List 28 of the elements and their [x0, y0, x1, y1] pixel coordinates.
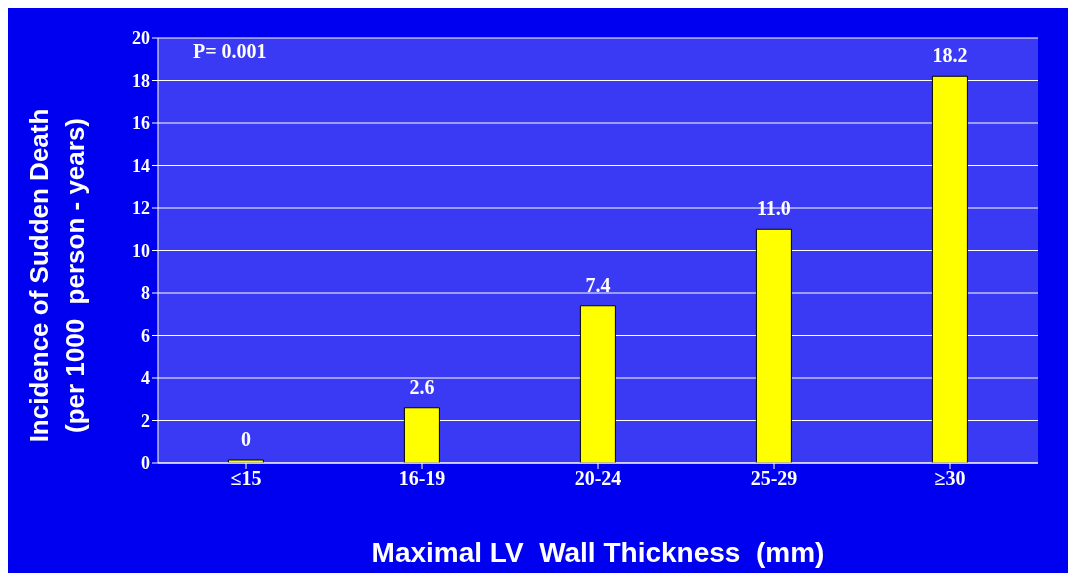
- y-tick-label: 16: [132, 113, 150, 134]
- x-tick-label: ≥30: [934, 467, 966, 490]
- y-tick-label: 6: [141, 325, 150, 346]
- x-axis-title: Maximal LV Wall Thickness (mm): [370, 537, 826, 569]
- data-label: 0: [240, 428, 251, 450]
- x-tick-label: 16-19: [398, 467, 446, 490]
- y-tick-label: 8: [141, 283, 150, 304]
- bar: [579, 305, 616, 463]
- annotation: P= 0.001: [193, 40, 267, 63]
- data-label: 7.4: [585, 273, 611, 296]
- y-tick-label: 20: [132, 28, 150, 49]
- bar: [755, 228, 792, 463]
- x-tick-label: ≤15: [230, 467, 262, 490]
- data-label: 2.6: [409, 375, 435, 398]
- y-tick-label: 10: [132, 240, 150, 261]
- data-label: 11.0: [756, 197, 791, 220]
- x-tick-label: 20-24: [574, 467, 622, 490]
- bar: [403, 407, 440, 463]
- x-tick-label: 25-29: [750, 467, 798, 490]
- y-tick-label: 0: [141, 453, 150, 474]
- y-axis-title: Incidence of Sudden Death (per 1000 person - years): [24, 108, 90, 443]
- y-tick-label: 4: [141, 368, 150, 389]
- bar: [931, 75, 968, 463]
- y-tick-label: 14: [132, 155, 150, 176]
- y-tick-label: 2: [141, 410, 150, 431]
- y-tick-label: 18: [132, 70, 150, 91]
- y-tick-label: 12: [132, 198, 150, 219]
- data-label: 18.2: [932, 44, 968, 67]
